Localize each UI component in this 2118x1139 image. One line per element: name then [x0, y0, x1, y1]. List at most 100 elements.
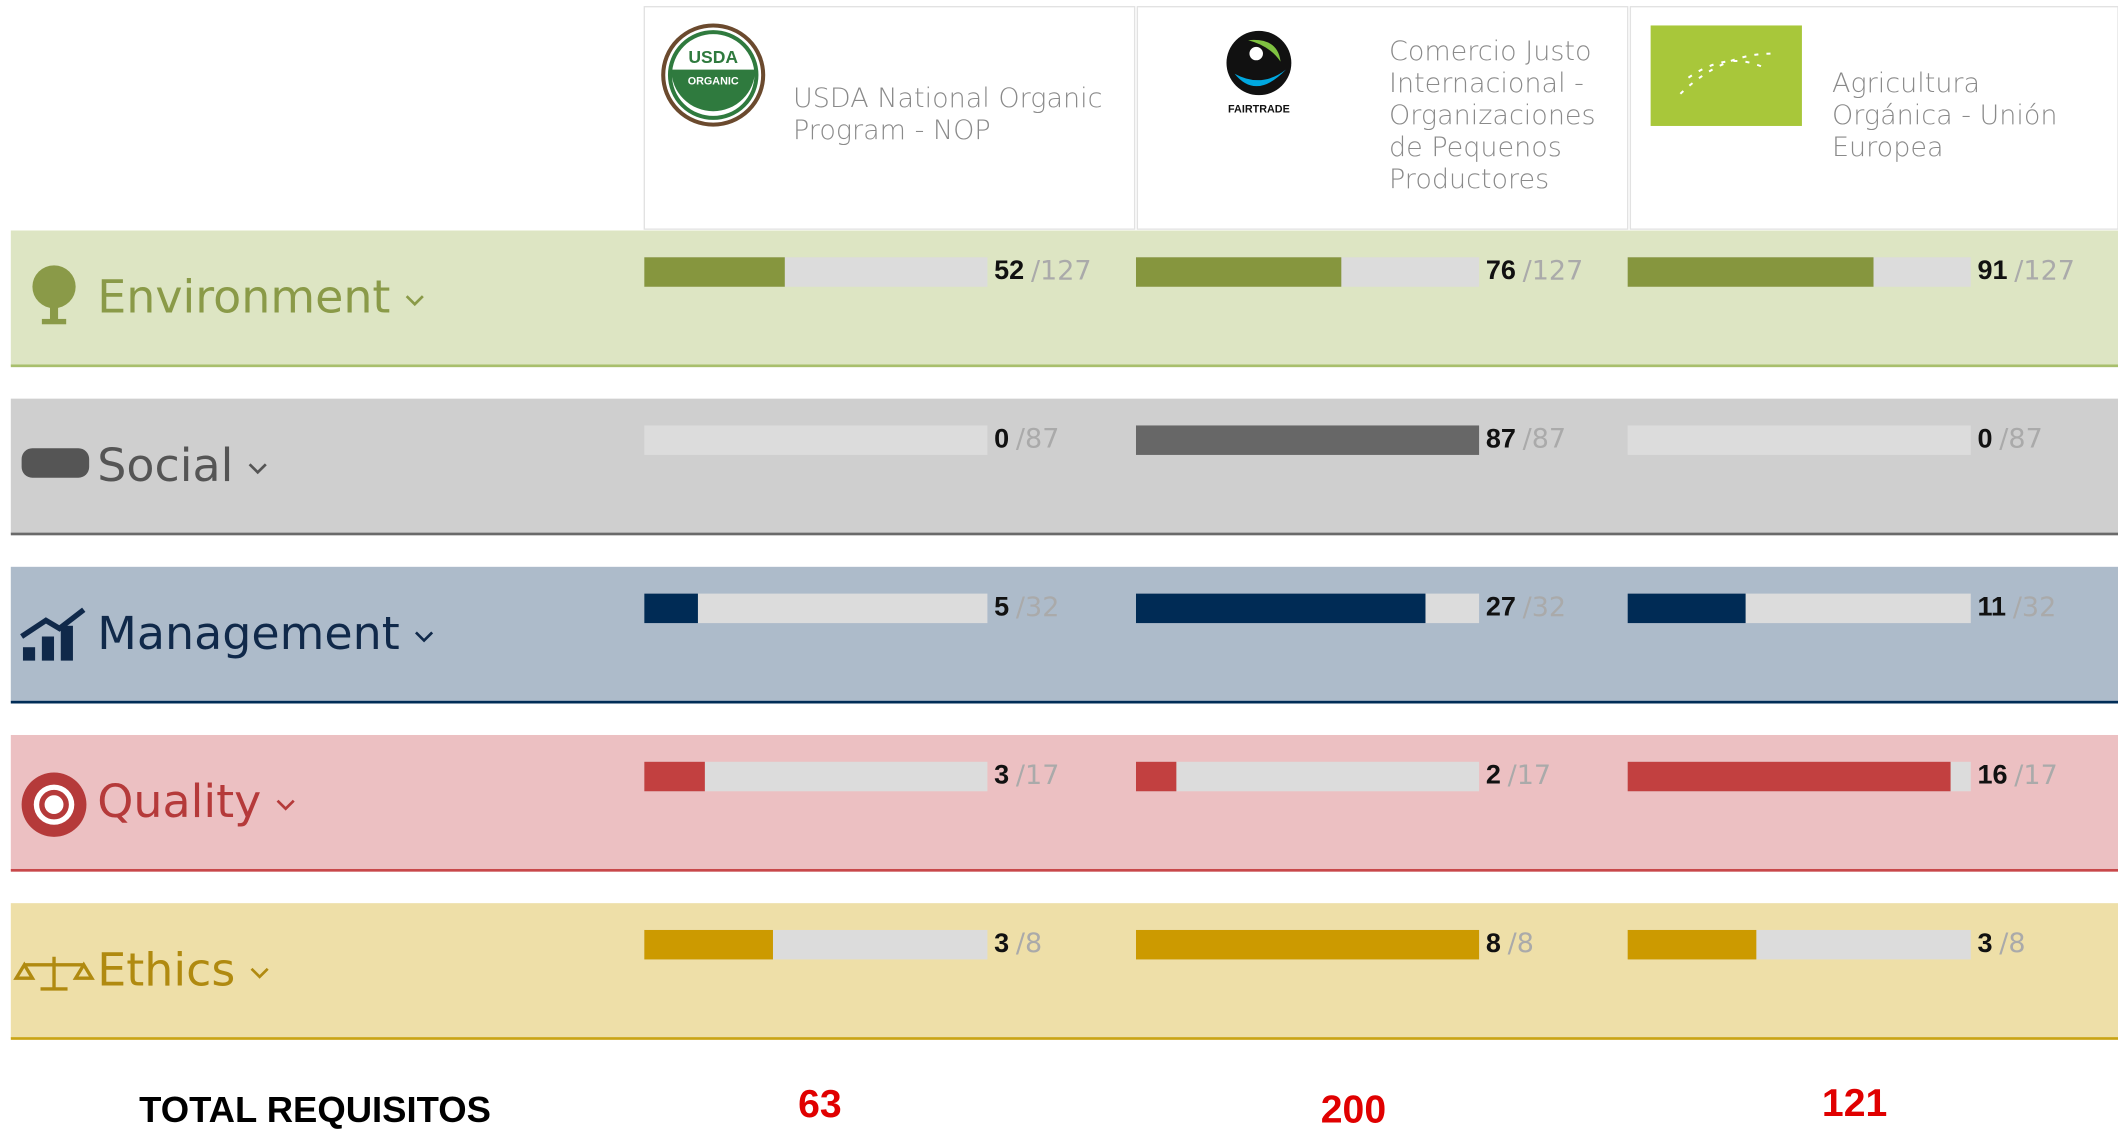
icon — [32, 265, 76, 309]
standard-name: Comercio Justo Internacional - Organizac… — [1389, 36, 1596, 195]
band-border — [10, 868, 2118, 872]
band — [10, 734, 2118, 871]
icon — [49, 300, 59, 322]
eu-organic-logo — [1650, 25, 1802, 126]
usda-logo: USDA ORGANIC — [661, 23, 766, 127]
icon — [39, 789, 69, 820]
icon — [20, 607, 86, 639]
logo-text: FAIRTRADE — [1228, 104, 1290, 116]
value: 91 — [1978, 255, 2008, 285]
value: 3 — [994, 928, 1009, 958]
chevron — [405, 295, 424, 307]
band-border — [10, 532, 2118, 536]
bar — [1627, 929, 1757, 960]
chevron — [248, 463, 267, 475]
max-value: /32 — [1016, 592, 1059, 623]
track — [1627, 425, 1971, 455]
icon — [41, 636, 55, 661]
value: 87 — [1486, 423, 1516, 453]
value: 76 — [1486, 255, 1516, 285]
standard-name: USDA National Organic Program - NOP — [793, 83, 1103, 146]
card — [1136, 6, 1629, 230]
bar — [644, 257, 785, 287]
chevron — [276, 799, 295, 811]
max-value: /8 — [1508, 928, 1534, 959]
value: 3 — [1978, 928, 1993, 958]
band — [10, 398, 2118, 534]
icon — [22, 647, 36, 661]
standard-name: Agricultura Orgánica - Unión Europea — [1832, 68, 2058, 163]
band — [10, 230, 2118, 366]
header-cards — [643, 6, 2118, 230]
bar — [1135, 425, 1480, 455]
track — [644, 593, 988, 624]
total-label: TOTAL REQUISITOS — [139, 1089, 491, 1130]
chevron — [414, 631, 434, 643]
category-name: Environment — [97, 271, 390, 324]
category-name: Ethics — [97, 943, 235, 996]
bar — [1135, 257, 1342, 287]
band-border — [10, 1037, 2118, 1040]
category-name: Social — [97, 439, 233, 492]
value: 11 — [1978, 592, 2007, 622]
bar — [1627, 761, 1951, 792]
total-value: 63 — [798, 1083, 842, 1126]
value: 5 — [994, 592, 1009, 622]
chevron — [250, 967, 269, 979]
max-value: /127 — [1031, 256, 1092, 287]
bar — [644, 761, 705, 792]
category-name: Quality — [97, 775, 261, 828]
value: 0 — [1978, 423, 1993, 453]
max-value: /127 — [1523, 256, 1584, 287]
max-value: /32 — [1523, 592, 1566, 623]
track — [644, 425, 988, 455]
bar — [1627, 257, 1874, 287]
value: 16 — [1978, 760, 2008, 790]
icon — [21, 448, 90, 478]
bar — [1135, 929, 1480, 960]
logo-text: USDA — [688, 47, 738, 67]
icon — [60, 625, 73, 661]
max-value: /87 — [1016, 424, 1059, 455]
bar — [644, 593, 698, 624]
value: 2 — [1486, 760, 1501, 790]
total-value: 121 — [1822, 1082, 1887, 1125]
band-border — [10, 364, 2118, 368]
max-value: /8 — [1999, 928, 2025, 959]
fairtrade-logo: FAIRTRADE — [1226, 30, 1292, 116]
value: 52 — [994, 255, 1024, 285]
icon — [13, 956, 95, 991]
bar — [1627, 593, 1746, 624]
value: 3 — [994, 760, 1009, 790]
bar — [1135, 593, 1426, 624]
value: 0 — [994, 423, 1009, 453]
value: 27 — [1486, 592, 1516, 622]
band — [10, 903, 2118, 1039]
category-name: Management — [97, 607, 399, 660]
value: 8 — [1486, 928, 1501, 958]
track — [1135, 761, 1480, 792]
max-value: /32 — [2013, 592, 2056, 623]
max-value: /87 — [1999, 424, 2042, 455]
band-border — [10, 700, 2118, 704]
bar — [644, 929, 773, 960]
max-value: /127 — [2014, 256, 2075, 287]
bar — [1135, 761, 1177, 792]
max-value: /8 — [1016, 928, 1042, 959]
max-value: /17 — [1016, 760, 1059, 791]
max-value: /17 — [2014, 760, 2057, 791]
logo-text: ORGANIC — [688, 75, 739, 87]
max-value: /87 — [1523, 424, 1566, 455]
total-value: 200 — [1321, 1089, 1386, 1132]
max-value: /17 — [1508, 760, 1551, 791]
icon — [41, 318, 67, 325]
band — [10, 566, 2118, 703]
